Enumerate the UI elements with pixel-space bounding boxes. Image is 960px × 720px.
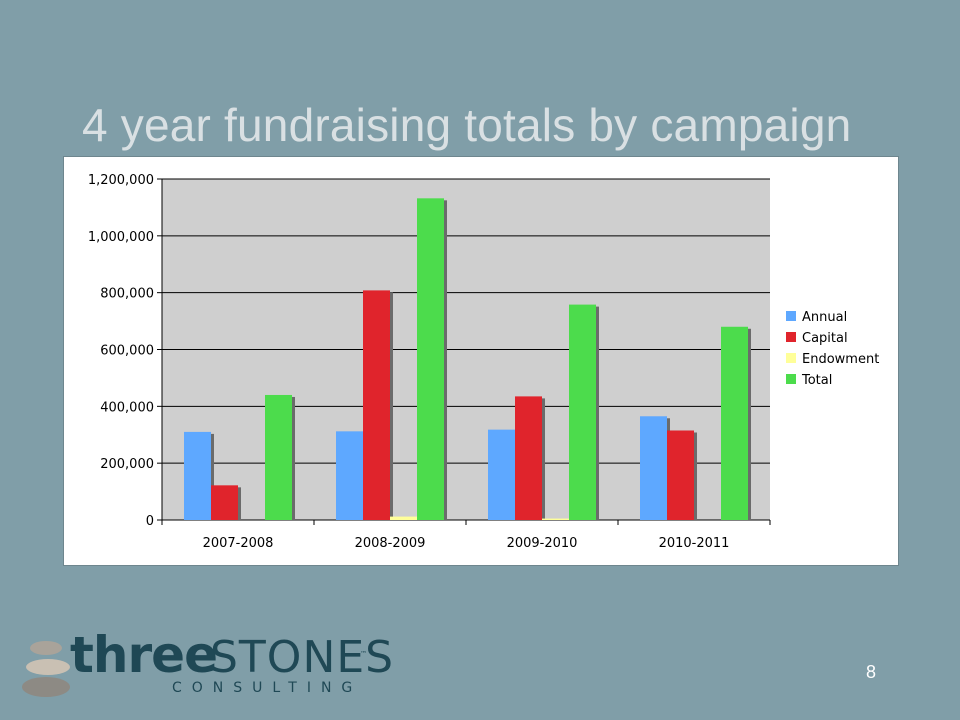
bar-total-2008-2009 — [417, 198, 444, 520]
x-tick-label: 2008-2009 — [355, 536, 426, 551]
bar-total-2009-2010 — [569, 304, 596, 520]
y-tick-label: 0 — [146, 514, 154, 529]
y-tick-label: 800,000 — [100, 287, 154, 302]
bar-chart: 0 200,000 400,000 600,000 800,000 1,000,000 1,… — [88, 173, 879, 551]
bar-endowment-2009-2010 — [542, 518, 569, 520]
stones-icon — [22, 641, 70, 697]
legend-label-annual: Annual — [802, 310, 847, 325]
x-tick-label: 2007-2008 — [203, 536, 274, 551]
legend-label-endowment: Endowment — [802, 352, 879, 367]
bar-annual-2009-2010 — [488, 429, 515, 520]
bar-total-2007-2008 — [265, 394, 292, 520]
y-tick-label: 400,000 — [100, 400, 154, 415]
y-tick-label: 1,200,000 — [88, 173, 154, 188]
legend-swatch-endowment — [786, 353, 796, 363]
y-tick-label: 1,000,000 — [88, 230, 154, 245]
logo-word-stones: STONES — [210, 632, 395, 683]
bar-annual-2010-2011 — [640, 416, 667, 520]
y-tick-label: 200,000 — [100, 457, 154, 472]
logo-trademark: ™ — [360, 650, 367, 658]
legend-swatch-capital — [786, 332, 796, 342]
slide-title: 4 year fundraising totals by campaign — [82, 99, 852, 151]
legend-label-capital: Capital — [802, 331, 848, 346]
chart-panel: 0 200,000 400,000 600,000 800,000 1,000,000 1,… — [63, 156, 899, 566]
bar-annual-2007-2008 — [184, 431, 211, 520]
y-tick-label: 600,000 — [100, 344, 154, 359]
bar-annual-2008-2009 — [336, 431, 363, 520]
bar-endowment-2008-2009 — [390, 516, 417, 520]
legend-swatch-annual — [786, 311, 796, 321]
threestones-logo: three STONES ™ CONSULTING — [22, 626, 393, 700]
bar-capital-2009-2010 — [515, 396, 542, 520]
x-tick-label: 2010-2011 — [659, 536, 730, 551]
x-tick-label: 2009-2010 — [507, 536, 578, 551]
legend-swatch-total — [786, 374, 796, 384]
bar-total-2010-2011 — [721, 326, 748, 520]
logo-tagline: CONSULTING — [172, 680, 363, 696]
bar-capital-2007-2008 — [211, 485, 238, 520]
bar-capital-2008-2009 — [363, 290, 390, 520]
logo-word-three: three — [70, 626, 218, 684]
bar-capital-2010-2011 — [667, 430, 694, 520]
page-number: 8 — [866, 662, 877, 682]
legend-label-total: Total — [801, 373, 832, 388]
